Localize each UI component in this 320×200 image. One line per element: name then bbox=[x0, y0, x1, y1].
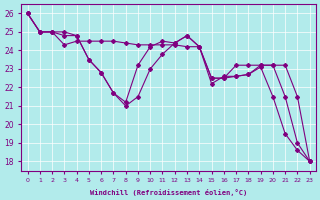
X-axis label: Windchill (Refroidissement éolien,°C): Windchill (Refroidissement éolien,°C) bbox=[90, 189, 247, 196]
